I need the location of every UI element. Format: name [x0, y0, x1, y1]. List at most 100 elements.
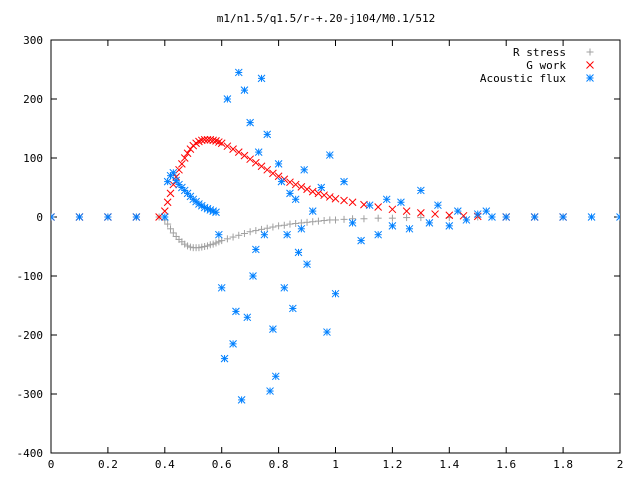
data-point	[75, 213, 84, 221]
data-point	[163, 198, 172, 207]
data-point	[166, 189, 175, 198]
data-point	[229, 145, 237, 154]
data-point	[283, 230, 291, 239]
data-point	[181, 240, 189, 248]
data-point	[169, 229, 177, 237]
y-axis: 300 200 100 0 -100 -200 -300 -400	[17, 34, 620, 460]
data-point	[269, 325, 277, 333]
data-point	[291, 195, 300, 204]
data-point	[348, 219, 357, 227]
data-point	[104, 213, 112, 221]
data-point	[209, 240, 217, 248]
data-point	[232, 307, 240, 316]
data-point	[320, 191, 328, 200]
data-point	[348, 198, 357, 207]
y-tick-label: 200	[23, 93, 43, 106]
data-point	[445, 221, 454, 230]
data-point	[340, 196, 348, 205]
data-point	[206, 241, 214, 249]
data-point	[246, 228, 254, 236]
data-point	[388, 221, 397, 230]
data-point	[402, 207, 411, 215]
y-tick-label: 100	[23, 152, 43, 165]
data-point	[212, 208, 220, 217]
x-tick-label: 0	[48, 458, 55, 471]
data-point	[246, 155, 255, 164]
x-tick-label: 0.6	[212, 458, 232, 471]
data-point	[201, 243, 209, 250]
data-point	[482, 207, 491, 215]
data-point	[184, 242, 192, 250]
data-point	[269, 223, 277, 231]
data-point	[374, 214, 382, 222]
chart-title: m1/n1.5/q1.5/r-+.20-j104/M0.1/512	[217, 12, 436, 25]
data-point	[257, 162, 266, 171]
data-point	[286, 220, 294, 228]
data-point	[269, 169, 277, 178]
data-point	[453, 207, 462, 215]
data-point	[172, 232, 180, 240]
data-point	[488, 213, 496, 221]
legend-label: R stress	[513, 46, 566, 59]
data-point	[314, 217, 322, 225]
data-point	[303, 218, 311, 226]
data-point	[220, 354, 229, 363]
data-point	[331, 289, 340, 298]
data-point	[357, 236, 365, 245]
data-point	[160, 207, 169, 215]
data-point	[198, 243, 206, 251]
legend-marker	[586, 74, 594, 82]
data-point	[303, 185, 311, 194]
x-axis: 0 0.2 0.4 0.6 0.8 1 1.2 1.4 1.6 1.8 2	[48, 40, 623, 471]
data-point	[223, 142, 232, 151]
data-point	[51, 213, 55, 221]
x-tick-label: 1.4	[439, 458, 459, 471]
data-point	[200, 135, 209, 144]
data-point	[169, 180, 178, 189]
data-point	[325, 193, 334, 201]
data-point	[280, 283, 289, 292]
data-point	[274, 172, 283, 181]
data-point	[292, 219, 300, 227]
data-point	[331, 194, 340, 203]
plot-frame	[50, 39, 621, 454]
data-point	[266, 387, 274, 395]
data-point	[164, 220, 172, 228]
data-point	[530, 213, 539, 221]
x-tick-label: 0.2	[98, 458, 118, 471]
data-point	[217, 139, 226, 148]
data-point	[215, 138, 223, 146]
series-r-stress	[51, 213, 567, 252]
data-point	[309, 218, 317, 226]
data-point	[183, 149, 192, 158]
data-point	[203, 242, 211, 250]
data-point	[186, 243, 194, 251]
data-point	[234, 148, 243, 156]
data-point	[462, 216, 471, 224]
data-point	[237, 396, 246, 404]
data-point	[294, 248, 303, 257]
data-point	[434, 201, 442, 210]
data-point	[291, 180, 300, 189]
data-point	[405, 224, 414, 233]
data-point	[163, 177, 172, 186]
data-point	[502, 213, 511, 221]
y-tick-label: -300	[17, 388, 44, 401]
data-point	[240, 230, 248, 238]
x-tick-label: 1.2	[382, 458, 402, 471]
legend-label: G work	[526, 59, 566, 72]
data-point	[235, 231, 243, 239]
data-point	[416, 209, 425, 217]
data-point	[240, 86, 249, 95]
series-acoustic-flux	[51, 68, 620, 404]
data-point	[388, 214, 396, 222]
data-point	[382, 195, 391, 204]
data-point	[616, 213, 620, 221]
data-point	[303, 260, 311, 269]
data-point	[277, 177, 286, 186]
y-tick-label: 0	[36, 211, 43, 224]
data-point	[223, 235, 231, 243]
data-point	[234, 68, 243, 77]
data-point	[209, 136, 218, 145]
